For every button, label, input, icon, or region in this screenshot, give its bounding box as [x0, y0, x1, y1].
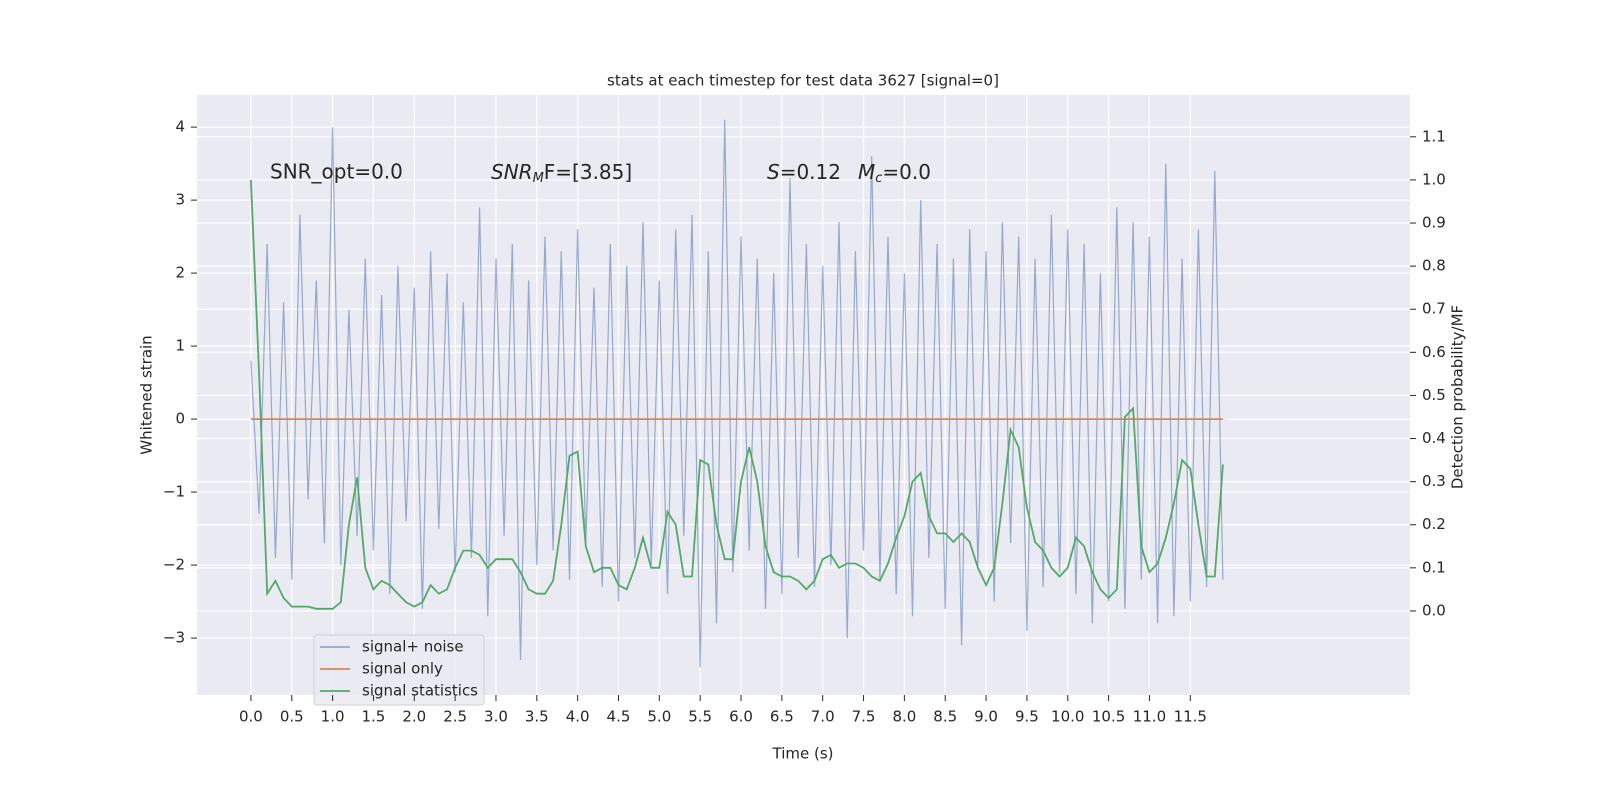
annotation-part: =0.12: [780, 160, 841, 184]
y2-tick-label: 0.6: [1422, 343, 1446, 361]
y-axis-label: Whitened strain: [138, 335, 156, 454]
annotation: SNRMF=[3.85]: [491, 160, 632, 186]
y-tick-label: 3: [175, 191, 185, 209]
annotation-part: F=[3.85]: [544, 160, 632, 184]
x-tick-label: 5.0: [647, 708, 671, 726]
legend-label: signal only: [362, 660, 443, 678]
x-tick-label: 5.5: [688, 708, 712, 726]
y-tick-label: 2: [175, 264, 185, 282]
y2-tick-label: 0.3: [1422, 472, 1446, 490]
x-tick-label: 2.0: [402, 708, 426, 726]
x-tick-label: 3.5: [525, 708, 549, 726]
annotation-part: SNR: [491, 160, 533, 184]
x-tick-label: 3.0: [484, 708, 508, 726]
series-line: [250, 119, 1224, 668]
y2-tick-label: 0.0: [1422, 601, 1446, 619]
x-tick-label: 0.0: [239, 708, 263, 726]
legend-label: signal statistics: [362, 682, 478, 700]
legend-box: [313, 634, 485, 706]
y-tick-label: −1: [163, 483, 185, 501]
legend-label: signal+ noise: [362, 638, 464, 656]
x-tick-label: 11.5: [1174, 708, 1207, 726]
y-tick-label: −3: [163, 629, 185, 647]
x-tick-label: 4.0: [566, 708, 590, 726]
x-tick-label: 1.0: [321, 708, 345, 726]
annotation-part: M: [858, 160, 875, 184]
annotation-part: S: [767, 160, 780, 184]
x-tick-label: 8.0: [892, 708, 916, 726]
x-tick-label: 6.5: [770, 708, 794, 726]
y2-tick-label: 0.4: [1422, 429, 1446, 447]
series-line: [250, 179, 1224, 610]
x-tick-label: 2.5: [443, 708, 467, 726]
x-tick-label: 1.5: [362, 708, 386, 726]
y-tick-label: 4: [175, 118, 185, 136]
annotation-part: M: [533, 171, 544, 186]
x-tick-label: 9.0: [974, 708, 998, 726]
x-axis-label: Time (s): [772, 745, 834, 763]
x-tick-label: 6.0: [729, 708, 753, 726]
x-tick-label: 0.5: [280, 708, 304, 726]
y2-tick-label: 0.7: [1422, 300, 1446, 318]
y2-tick-label: 0.2: [1422, 515, 1446, 533]
y2-axis-label: Detection probability/MF: [1449, 305, 1467, 489]
y2-tick-label: 1.0: [1422, 170, 1446, 188]
x-tick-label: 4.5: [607, 708, 631, 726]
annotation-part: =0.0: [882, 160, 931, 184]
x-tick-label: 10.5: [1092, 708, 1125, 726]
x-tick-label: 9.5: [1015, 708, 1039, 726]
y2-tick-label: 0.9: [1422, 214, 1446, 232]
x-tick-label: 10.0: [1051, 708, 1084, 726]
y2-tick-label: 0.8: [1422, 257, 1446, 275]
annotation: Mc=0.0: [858, 160, 931, 186]
y-tick-label: 0: [175, 410, 185, 428]
y2-tick-label: 0.1: [1422, 558, 1446, 576]
chart-title: stats at each timestep for test data 362…: [607, 72, 999, 90]
legend: signal+ noise signal only signal statistic…: [313, 634, 485, 706]
annotation: S=0.12: [767, 160, 841, 184]
annotation-part: c: [875, 171, 882, 186]
y-tick-label: 1: [175, 337, 185, 355]
x-tick-label: 7.5: [852, 708, 876, 726]
x-tick-label: 8.5: [933, 708, 957, 726]
y-tick-label: −2: [163, 556, 185, 574]
y2-tick-label: 0.5: [1422, 386, 1446, 404]
lines: [250, 119, 1224, 668]
annotation: SNR_opt=0.0: [270, 160, 403, 184]
y2-tick-label: 1.1: [1422, 127, 1446, 145]
x-tick-label: 11.0: [1133, 708, 1166, 726]
x-tick-label: 7.0: [811, 708, 835, 726]
